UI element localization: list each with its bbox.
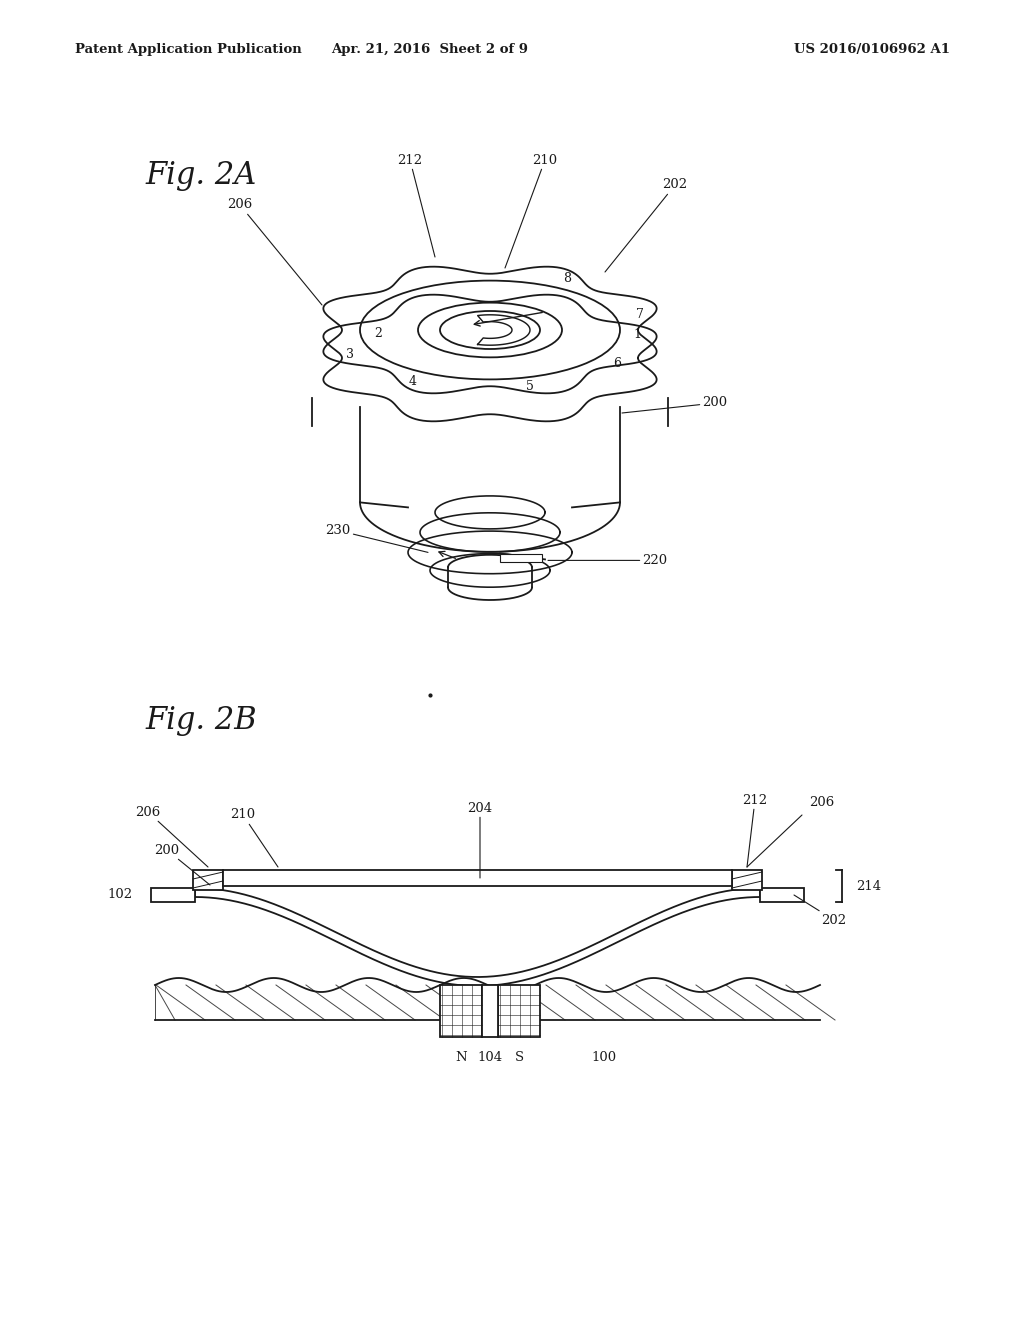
Bar <box>760 888 804 902</box>
Bar <box>732 870 762 890</box>
Text: 100: 100 <box>592 1051 616 1064</box>
Text: 212: 212 <box>742 793 768 867</box>
Text: 200: 200 <box>622 396 728 413</box>
Text: 220: 220 <box>548 554 668 566</box>
Text: 206: 206 <box>809 796 835 808</box>
Text: N: N <box>456 1051 467 1064</box>
Text: 104: 104 <box>477 1051 503 1064</box>
Text: 5: 5 <box>526 380 535 393</box>
Text: 202: 202 <box>605 178 687 272</box>
Text: 7: 7 <box>636 309 644 321</box>
Text: 102: 102 <box>108 888 133 902</box>
Text: 200: 200 <box>155 843 210 884</box>
Bar <box>498 985 540 1038</box>
Text: 210: 210 <box>230 808 278 867</box>
Bar <box>151 888 195 902</box>
Text: 6: 6 <box>613 358 621 371</box>
Bar <box>440 985 482 1038</box>
Text: Apr. 21, 2016  Sheet 2 of 9: Apr. 21, 2016 Sheet 2 of 9 <box>332 44 528 57</box>
Text: 212: 212 <box>397 153 435 257</box>
Text: 204: 204 <box>467 801 493 878</box>
Text: 3: 3 <box>345 348 353 362</box>
Text: 8: 8 <box>563 272 571 285</box>
Text: 210: 210 <box>505 153 557 268</box>
Text: 1: 1 <box>634 329 641 342</box>
Text: Fig. 2B: Fig. 2B <box>145 705 257 737</box>
Bar <box>223 870 732 886</box>
Text: 206: 206 <box>227 198 322 305</box>
Text: 206: 206 <box>135 805 208 867</box>
Bar <box>482 985 498 1038</box>
Text: US 2016/0106962 A1: US 2016/0106962 A1 <box>794 44 950 57</box>
Text: 202: 202 <box>794 895 847 927</box>
Text: 214: 214 <box>856 879 881 892</box>
Text: 230: 230 <box>326 524 428 552</box>
Bar <box>500 554 542 562</box>
Text: S: S <box>514 1051 523 1064</box>
Text: 2: 2 <box>375 327 382 341</box>
Bar <box>193 870 223 890</box>
Text: Patent Application Publication: Patent Application Publication <box>75 44 302 57</box>
Text: Fig. 2A: Fig. 2A <box>145 160 256 191</box>
Text: 4: 4 <box>409 375 417 388</box>
